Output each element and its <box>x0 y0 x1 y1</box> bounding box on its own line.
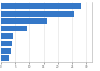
Bar <box>1 3 81 9</box>
Bar <box>1 48 11 54</box>
Bar <box>1 11 74 17</box>
Bar <box>1 55 9 61</box>
Bar <box>1 41 12 46</box>
Bar <box>1 33 13 39</box>
Bar <box>1 18 46 24</box>
Bar <box>1 26 27 31</box>
